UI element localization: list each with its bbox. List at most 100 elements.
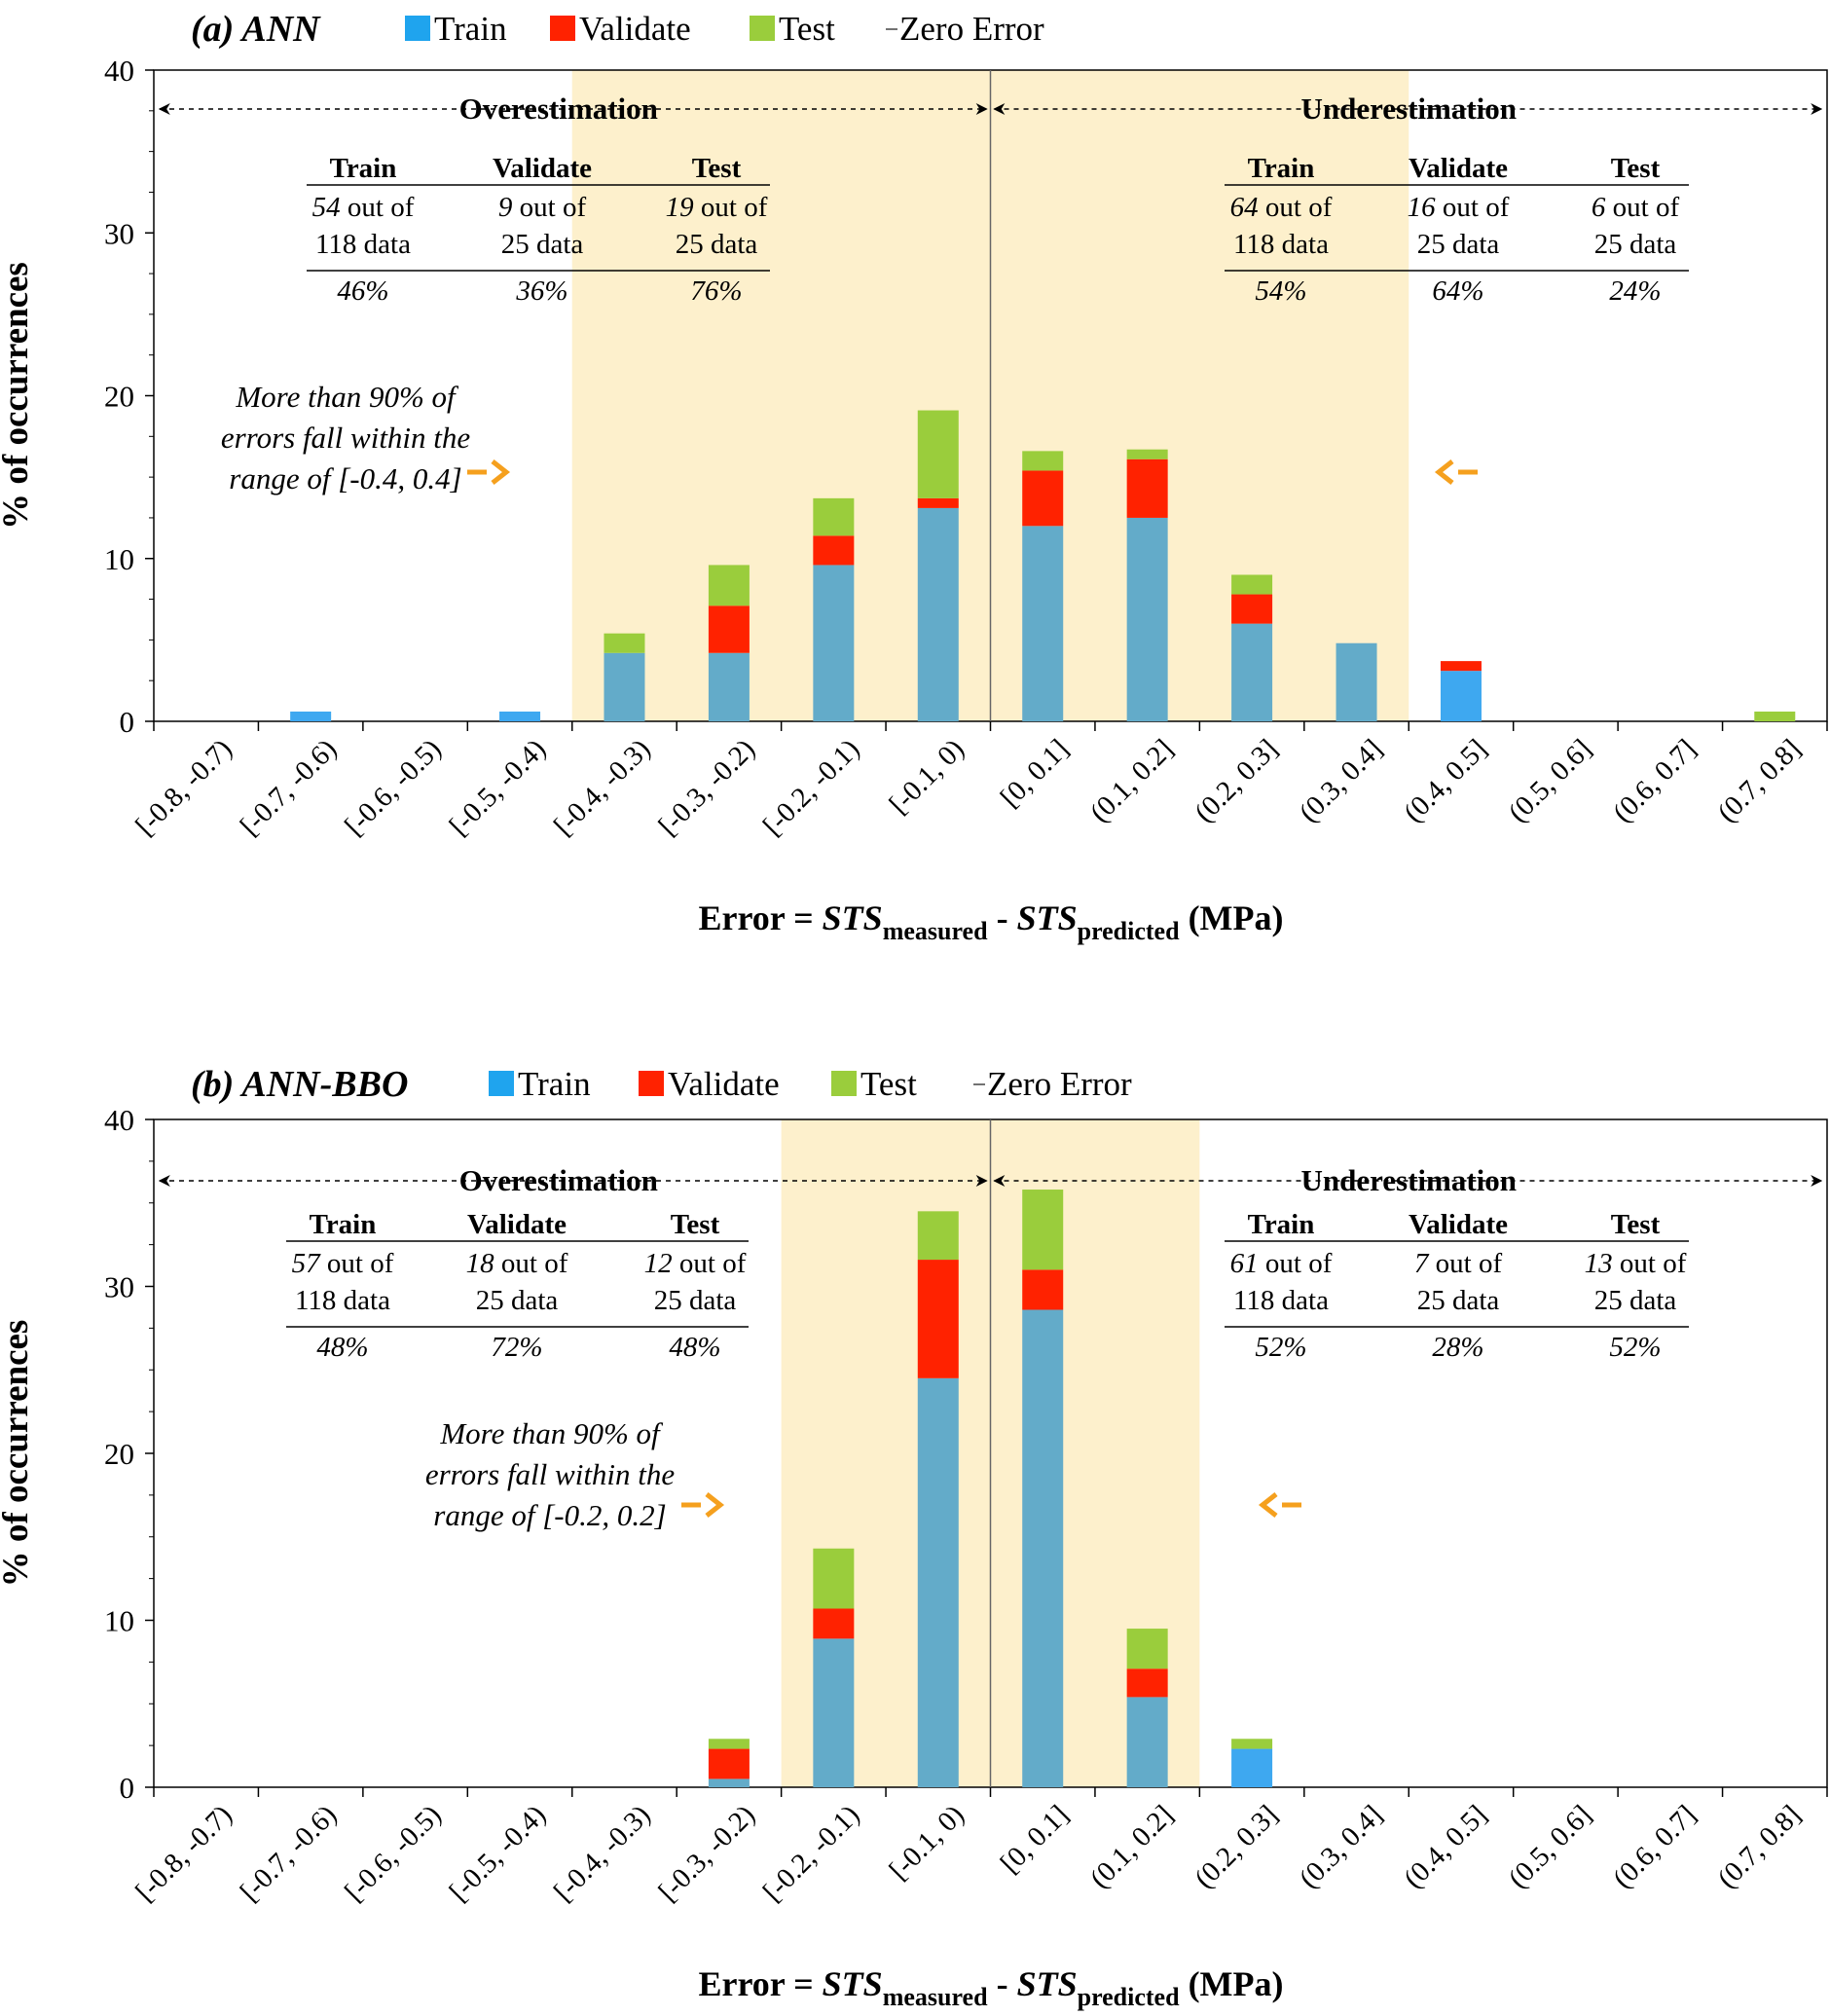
range-note-line: range of [-0.4, 0.4] bbox=[229, 461, 461, 495]
y-tick-label: 20 bbox=[104, 1437, 134, 1471]
x-label-sts: STS bbox=[823, 1964, 883, 2003]
panel-ann: 0 10 20 30 40 [-0.8, -0.7)[-0.7, -0.6)[-0.6, … bbox=[0, 9, 1828, 945]
table_under-out-of: out of bbox=[1259, 192, 1333, 223]
range-note-line: errors fall within the bbox=[425, 1457, 676, 1491]
bar-test bbox=[917, 1211, 959, 1261]
y-tick-label: 30 bbox=[104, 1270, 134, 1304]
x-category-label: (0.3, 0.4] bbox=[1294, 733, 1389, 828]
table_under-percent: 64% bbox=[1432, 275, 1483, 307]
bar-test bbox=[813, 1548, 855, 1609]
table_under-count: 7 bbox=[1414, 1248, 1430, 1279]
bar-validate bbox=[1022, 470, 1064, 527]
x-axis-label: Error = STSmeasured - STSpredicted (MPa) bbox=[698, 1964, 1283, 2011]
chart-title: (b) ANN-BBO bbox=[191, 1064, 408, 1105]
table_over-total: 25 data bbox=[654, 1285, 737, 1316]
x-label-sts-2: STS bbox=[1017, 898, 1078, 937]
table_over-out-of: out of bbox=[694, 192, 768, 223]
table_under-out-of: out of bbox=[1428, 1248, 1502, 1279]
bar-test bbox=[1126, 449, 1168, 459]
table_under-header: Train bbox=[1248, 153, 1315, 184]
bar-train bbox=[290, 711, 332, 721]
table_over-out-of: out of bbox=[512, 192, 586, 223]
x-category-label: [-0.7, -0.6) bbox=[235, 733, 343, 841]
y-tick-label: 40 bbox=[104, 54, 134, 88]
table_over-header: Train bbox=[310, 1209, 377, 1240]
table_under-percent: 52% bbox=[1255, 1332, 1306, 1363]
x-category-label: (0.1, 0.2] bbox=[1084, 733, 1180, 828]
table_under-total: 118 data bbox=[1233, 229, 1329, 260]
underestimation-label: Underestimation bbox=[1300, 1163, 1517, 1197]
table_over-header: Test bbox=[671, 1209, 720, 1240]
legend-validate: Validate bbox=[668, 1065, 780, 1103]
y-tick-label: 0 bbox=[120, 705, 135, 739]
legend-swatch-validate bbox=[639, 1071, 664, 1096]
bar-test bbox=[917, 410, 959, 498]
legend-zero-error: Zero Error bbox=[899, 10, 1044, 48]
table_over-count: 57 bbox=[292, 1248, 322, 1279]
bar-validate bbox=[1440, 661, 1482, 672]
bar-test bbox=[1126, 1629, 1168, 1669]
range-note-line: More than 90% of bbox=[439, 1416, 664, 1450]
bar-train bbox=[1022, 526, 1064, 721]
bar-validate bbox=[813, 1608, 855, 1639]
table_over-out-of: out of bbox=[341, 192, 415, 223]
bar-test bbox=[708, 1739, 750, 1749]
table_under-count: 61 bbox=[1230, 1248, 1259, 1279]
bar-validate bbox=[708, 1748, 750, 1779]
table_over-percent: 48% bbox=[316, 1332, 368, 1363]
x-category-label: (0.5, 0.6] bbox=[1503, 733, 1598, 828]
legend-train: Train bbox=[518, 1065, 591, 1103]
panel-ann-bbo: 0 10 20 30 40 [-0.8, -0.7)[-0.7, -0.6)[-0.6, … bbox=[0, 1064, 1828, 2011]
table_over-total: 118 data bbox=[295, 1285, 390, 1316]
table_over-percent: 72% bbox=[491, 1332, 542, 1363]
bar-train bbox=[917, 1377, 959, 1787]
x-category-label: (0.5, 0.6] bbox=[1503, 1799, 1598, 1894]
x-label-sts: STS bbox=[823, 898, 883, 937]
bar-validate bbox=[1231, 594, 1273, 624]
bar-train bbox=[708, 1778, 750, 1787]
table_over-percent: 36% bbox=[515, 275, 567, 307]
table_under-percent: 24% bbox=[1609, 275, 1661, 307]
table_over-header: Validate bbox=[467, 1209, 567, 1240]
orange-arrow-right bbox=[705, 1492, 725, 1518]
table_under-total: 25 data bbox=[1594, 229, 1677, 260]
y-tick-label: 40 bbox=[104, 1103, 134, 1137]
bar-test bbox=[813, 497, 855, 536]
bar-test bbox=[1231, 1739, 1273, 1749]
table_under-count: 6 bbox=[1592, 192, 1606, 223]
bar-validate bbox=[1022, 1269, 1064, 1310]
bar-train bbox=[1231, 623, 1273, 721]
legend-train: Train bbox=[434, 10, 507, 48]
range-note-line: More than 90% of bbox=[235, 380, 459, 414]
table_over-count: 9 bbox=[498, 192, 513, 223]
legend-swatch-test bbox=[831, 1071, 857, 1096]
x-label-prefix: Error = bbox=[698, 898, 822, 937]
x-category-label: [0, 0.1] bbox=[995, 1799, 1075, 1879]
table_under-total: 25 data bbox=[1417, 1285, 1500, 1316]
x-label-minus: - bbox=[988, 898, 1017, 937]
table_under-out-of: out of bbox=[1613, 1248, 1687, 1279]
table_under-total: 25 data bbox=[1417, 229, 1500, 260]
table_over-header: Validate bbox=[493, 153, 592, 184]
bar-validate bbox=[917, 1260, 959, 1378]
x-category-label: [-0.7, -0.6) bbox=[235, 1799, 343, 1907]
bar-test bbox=[1022, 451, 1064, 471]
x-axis-label: Error = STSmeasured - STSpredicted (MPa) bbox=[698, 898, 1283, 945]
table_over-percent: 76% bbox=[690, 275, 742, 307]
legend-test: Test bbox=[860, 1065, 917, 1103]
table_over-count-cell: 54 out of bbox=[312, 192, 415, 223]
x-category-label: [-0.1, 0) bbox=[883, 1799, 970, 1886]
x-category-label: [-0.4, -0.3) bbox=[548, 1799, 656, 1907]
bar-train bbox=[813, 565, 855, 721]
table_under-header: Validate bbox=[1409, 1209, 1508, 1240]
table_over-total: 25 data bbox=[676, 229, 758, 260]
range-note-line: errors fall within the bbox=[221, 421, 471, 455]
x-category-label: (0.4, 0.5] bbox=[1398, 1799, 1493, 1894]
x-label-predicted: predicted bbox=[1078, 917, 1180, 945]
bar-train bbox=[499, 711, 541, 721]
table_under-count: 16 bbox=[1408, 192, 1437, 223]
table_over-total: 118 data bbox=[315, 229, 411, 260]
bar-train bbox=[604, 652, 645, 721]
bar-validate bbox=[1126, 1668, 1168, 1698]
underestimation-label: Underestimation bbox=[1300, 92, 1517, 126]
